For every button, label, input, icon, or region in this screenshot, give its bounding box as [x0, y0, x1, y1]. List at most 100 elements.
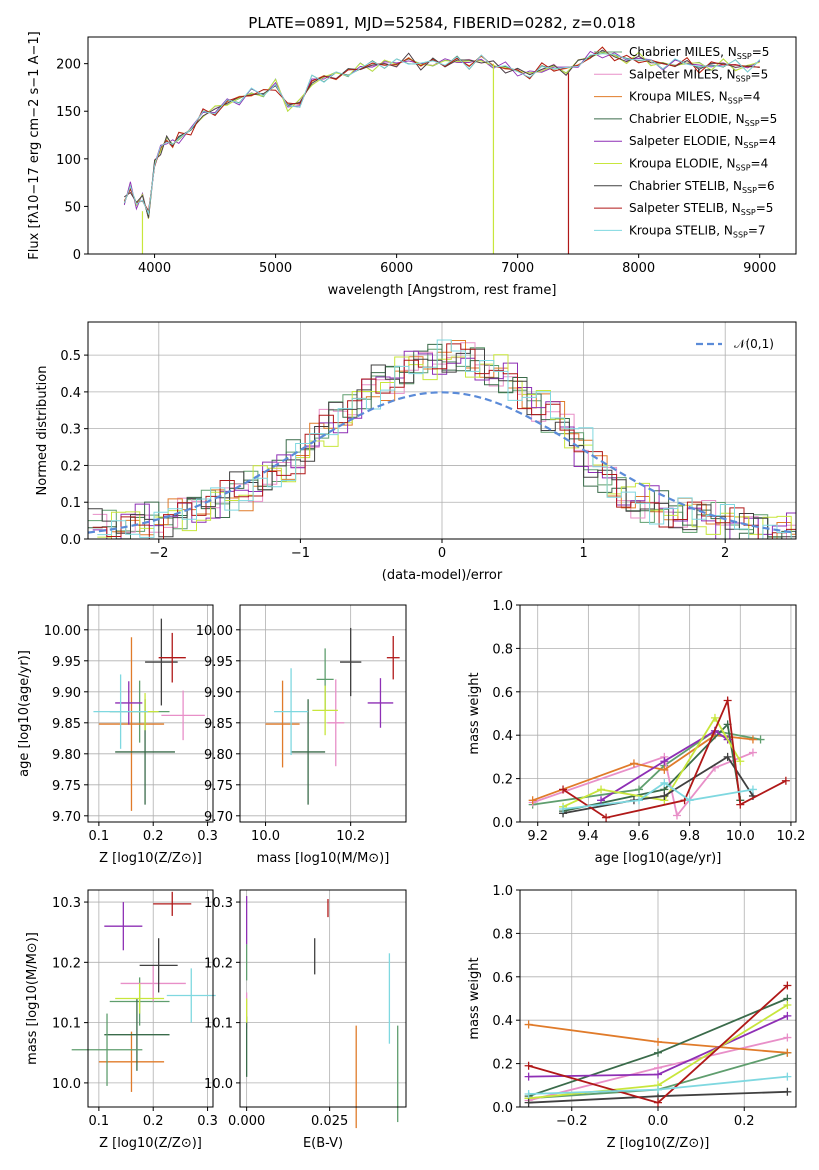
y-tick-label: 9.70 — [52, 810, 81, 825]
weight-marker — [783, 1072, 792, 1081]
legend-nssp: =5 — [756, 201, 774, 215]
errorbar-point — [158, 632, 186, 683]
axes-frame — [519, 604, 797, 823]
legend-nssp: =7 — [748, 223, 766, 237]
legend-entry: Kroupa STELIB, NSSP=7 — [629, 223, 766, 239]
y-tick-label: 10.3 — [52, 896, 81, 911]
errorbar-point — [115, 681, 143, 725]
y-tick-label: 10.0 — [204, 1077, 233, 1092]
x-tick-label: 2 — [721, 546, 729, 561]
legend-entry: Kroupa ELODIE, NSSP=4 — [629, 157, 768, 173]
y-tick-label: 0.1 — [60, 496, 81, 511]
y-tick-label: 0.0 — [492, 816, 513, 831]
weight-marker — [783, 1087, 792, 1096]
spectrum-lines — [123, 46, 761, 254]
axes-frame — [87, 604, 214, 823]
errorbar-point — [312, 685, 338, 736]
legend-sub: SSP — [736, 164, 751, 173]
weight-marker — [629, 759, 638, 768]
x-tick-label: 9.8 — [679, 829, 700, 844]
legend-sub: SSP — [736, 74, 751, 83]
legend-entry: Salpeter STELIB, NSSP=5 — [629, 201, 773, 217]
age-z-y-label: age [log10(age/yr)] — [17, 650, 32, 777]
errorbar-point — [161, 690, 205, 741]
errorbar-point — [153, 891, 192, 916]
errorbar-point — [93, 674, 148, 749]
weight-marker — [736, 800, 745, 809]
x-tick-label: −0.2 — [556, 1114, 588, 1129]
legend-entry: Salpeter MILES, NSSP=5 — [629, 67, 768, 83]
weight-marker — [524, 1098, 533, 1107]
weight-marker — [559, 785, 568, 794]
spectrum-series — [123, 53, 761, 215]
y-tick-label: 9.75 — [52, 779, 81, 794]
errorbar-point — [120, 965, 186, 1002]
weight-marker — [602, 813, 611, 822]
weight-marker — [723, 752, 732, 761]
y-tick-label: 9.95 — [52, 655, 81, 670]
x-tick-label: 0.1 — [89, 1114, 110, 1129]
grid — [240, 605, 406, 822]
weight-marker — [654, 1048, 662, 1057]
legend-sub: SSP — [742, 186, 757, 195]
legend-nssp: =6 — [757, 179, 775, 193]
weight-marker — [660, 757, 669, 766]
y-tick-label: 0.3 — [60, 423, 81, 438]
weight-marker — [710, 713, 719, 722]
y-tick-label: 50 — [64, 200, 81, 215]
weight-marker — [660, 765, 669, 774]
x-tick-label: 9.4 — [578, 829, 599, 844]
x-tick-label: −1 — [291, 546, 310, 561]
y-tick-label: 9.90 — [204, 686, 233, 701]
weight-marker — [672, 811, 681, 820]
y-tick-label: 10.3 — [204, 896, 233, 911]
errorbar-point — [115, 983, 165, 1014]
legend-label: Kroupa ELODIE, N — [629, 157, 736, 171]
y-tick-label: 0.2 — [492, 1058, 513, 1073]
legend-label: Salpeter ELODIE, N — [629, 134, 743, 148]
legend-nssp: =4 — [743, 90, 761, 104]
residuals-y-label: Normed distribution — [35, 366, 50, 496]
spectrum-x-label: wavelength [Angstrom, rest frame] — [328, 283, 557, 298]
legend-sub: SSP — [728, 97, 743, 106]
x-tick-label: 1 — [579, 546, 587, 561]
x-tick-label: 6000 — [380, 261, 413, 276]
x-tick-label: 0.1 — [89, 829, 110, 844]
weight-marker — [635, 796, 644, 805]
y-tick-label: 10.00 — [44, 624, 81, 639]
weight-marker — [723, 696, 732, 705]
legend-entry: Chabrier MILES, NSSP=5 — [629, 45, 769, 61]
legend-sub: SSP — [733, 230, 748, 239]
legend-sub: SSP — [737, 52, 752, 61]
weight-marker — [685, 796, 694, 805]
y-tick-label: 10.2 — [52, 956, 81, 971]
weight-marker — [781, 776, 790, 785]
y-tick-label: 0.6 — [492, 686, 513, 701]
weight-z-y-label: mass weight — [467, 957, 482, 1039]
y-tick-label: 9.80 — [52, 748, 81, 763]
weight-marker — [635, 785, 644, 794]
histogram-series — [92, 343, 796, 539]
errorbar-point — [386, 636, 400, 680]
weight-series — [600, 729, 729, 802]
x-tick-label: 0 — [438, 546, 446, 561]
y-tick-label: 0.8 — [492, 927, 513, 942]
x-tick-label: 10.2 — [776, 829, 805, 844]
weight-age-x-label: age [log10(age/yr)] — [595, 851, 722, 866]
legend-label: Salpeter STELIB, N — [629, 201, 741, 215]
y-tick-label: 0.5 — [60, 349, 81, 364]
mass-ebv-x-label: E(B-V) — [303, 1136, 343, 1151]
spectrum-panel: 4000 5000 6000 7000 8000 9000 0 50 100 150 200 wave… — [27, 31, 797, 298]
grid — [88, 605, 213, 822]
histogram-series — [88, 348, 796, 539]
weight-z-panel: −0.2 0.0 0.2 0.0 0.2 0.4 0.6 0.8 1.0 Z [log10(Z/Z… — [467, 884, 797, 1151]
y-tick-label: 9.90 — [52, 686, 81, 701]
errorbar-point — [265, 680, 300, 768]
y-tick-label: 10.2 — [204, 956, 233, 971]
age-z-x-label: Z [log10(Z/Z⊙)] — [99, 851, 202, 866]
x-tick-label: 10.0 — [726, 829, 755, 844]
weight-series — [562, 722, 742, 812]
age-mass-panel: 10.0 10.2 9.70 9.75 9.80 9.85 9.90 9.95 10.00 mas… — [196, 604, 407, 866]
weight-marker — [524, 1072, 533, 1081]
